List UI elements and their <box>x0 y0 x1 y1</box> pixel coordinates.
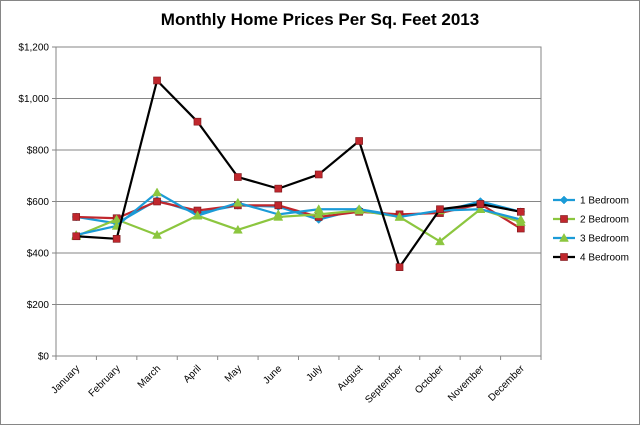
y-tick-label: $800 <box>27 146 50 157</box>
series-3-point <box>435 236 445 246</box>
series-5-point <box>72 232 81 241</box>
legend-marker <box>560 215 568 223</box>
x-tick-label: March <box>136 363 163 390</box>
x-tick-label: November <box>446 363 487 404</box>
legend-marker <box>560 253 568 261</box>
x-tick-label: October <box>413 363 446 396</box>
x-tick-label: December <box>487 363 528 404</box>
x-tick-label: April <box>182 363 204 385</box>
y-tick-label: $400 <box>27 249 50 260</box>
series-4-point <box>475 204 486 213</box>
y-tick-label: $0 <box>38 352 50 363</box>
series-4-point <box>313 204 324 213</box>
series-5-point <box>153 76 161 85</box>
series-5-point <box>436 205 444 214</box>
series-5-point <box>476 200 485 208</box>
series-line-5 <box>76 79 521 269</box>
series-5-point <box>314 170 323 179</box>
series-5-point <box>193 117 202 126</box>
series-3-point <box>313 209 324 219</box>
legend-label: 2 Bedroom <box>580 215 629 226</box>
series-2-point <box>72 213 81 221</box>
series-3-point <box>232 224 243 234</box>
series-5-point <box>234 173 242 181</box>
chart-title: Monthly Home Prices Per Sq. Feet 2013 <box>160 10 480 29</box>
x-tick-label: August <box>335 363 365 393</box>
legend-label: 3 Bedroom <box>580 234 629 245</box>
x-tick-label: September <box>363 363 406 406</box>
series-line-4 <box>75 191 522 237</box>
series-2-point <box>274 201 283 210</box>
series-5-point <box>355 137 363 145</box>
series-4-point <box>152 187 162 197</box>
x-tick-label: February <box>87 363 123 399</box>
series-4-point <box>515 214 526 224</box>
legend-label: 1 Bedroom <box>580 196 629 207</box>
y-tick-label: $1,200 <box>18 43 49 54</box>
series-4-point <box>232 197 243 207</box>
series-2-point <box>516 224 525 233</box>
x-tick-label: July <box>304 363 324 383</box>
series-3-point <box>152 229 162 239</box>
series-5-point <box>112 235 121 243</box>
legend-marker <box>559 232 569 242</box>
legend-label: 4 Bedroom <box>580 253 629 264</box>
series-5-point <box>274 184 283 193</box>
series-5-point <box>516 208 525 216</box>
series-line-3 <box>75 208 522 243</box>
y-tick-label: $200 <box>27 300 50 311</box>
y-tick-label: $1,000 <box>18 94 49 105</box>
series-4-point <box>394 211 405 221</box>
legend-marker <box>559 195 569 205</box>
series-5-point <box>395 263 404 271</box>
series-4-point <box>354 204 365 213</box>
y-tick-label: $600 <box>27 197 50 208</box>
series-4-point <box>273 209 284 219</box>
series-4-point <box>192 210 203 220</box>
series-2-point <box>153 197 161 206</box>
x-tick-label: January <box>49 363 82 396</box>
x-tick-label: June <box>261 363 284 386</box>
x-tick-label: May <box>223 363 244 384</box>
